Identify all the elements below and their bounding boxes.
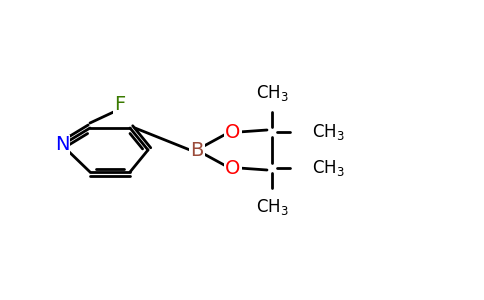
Text: CH$_3$: CH$_3$ [312, 158, 345, 178]
Text: CH$_3$: CH$_3$ [312, 122, 345, 142]
Text: B: B [190, 140, 204, 160]
Text: O: O [226, 158, 241, 178]
Text: F: F [114, 94, 126, 113]
Text: N: N [55, 136, 69, 154]
Text: CH$_3$: CH$_3$ [256, 83, 288, 103]
Text: O: O [226, 122, 241, 142]
Text: CH$_3$: CH$_3$ [256, 197, 288, 217]
